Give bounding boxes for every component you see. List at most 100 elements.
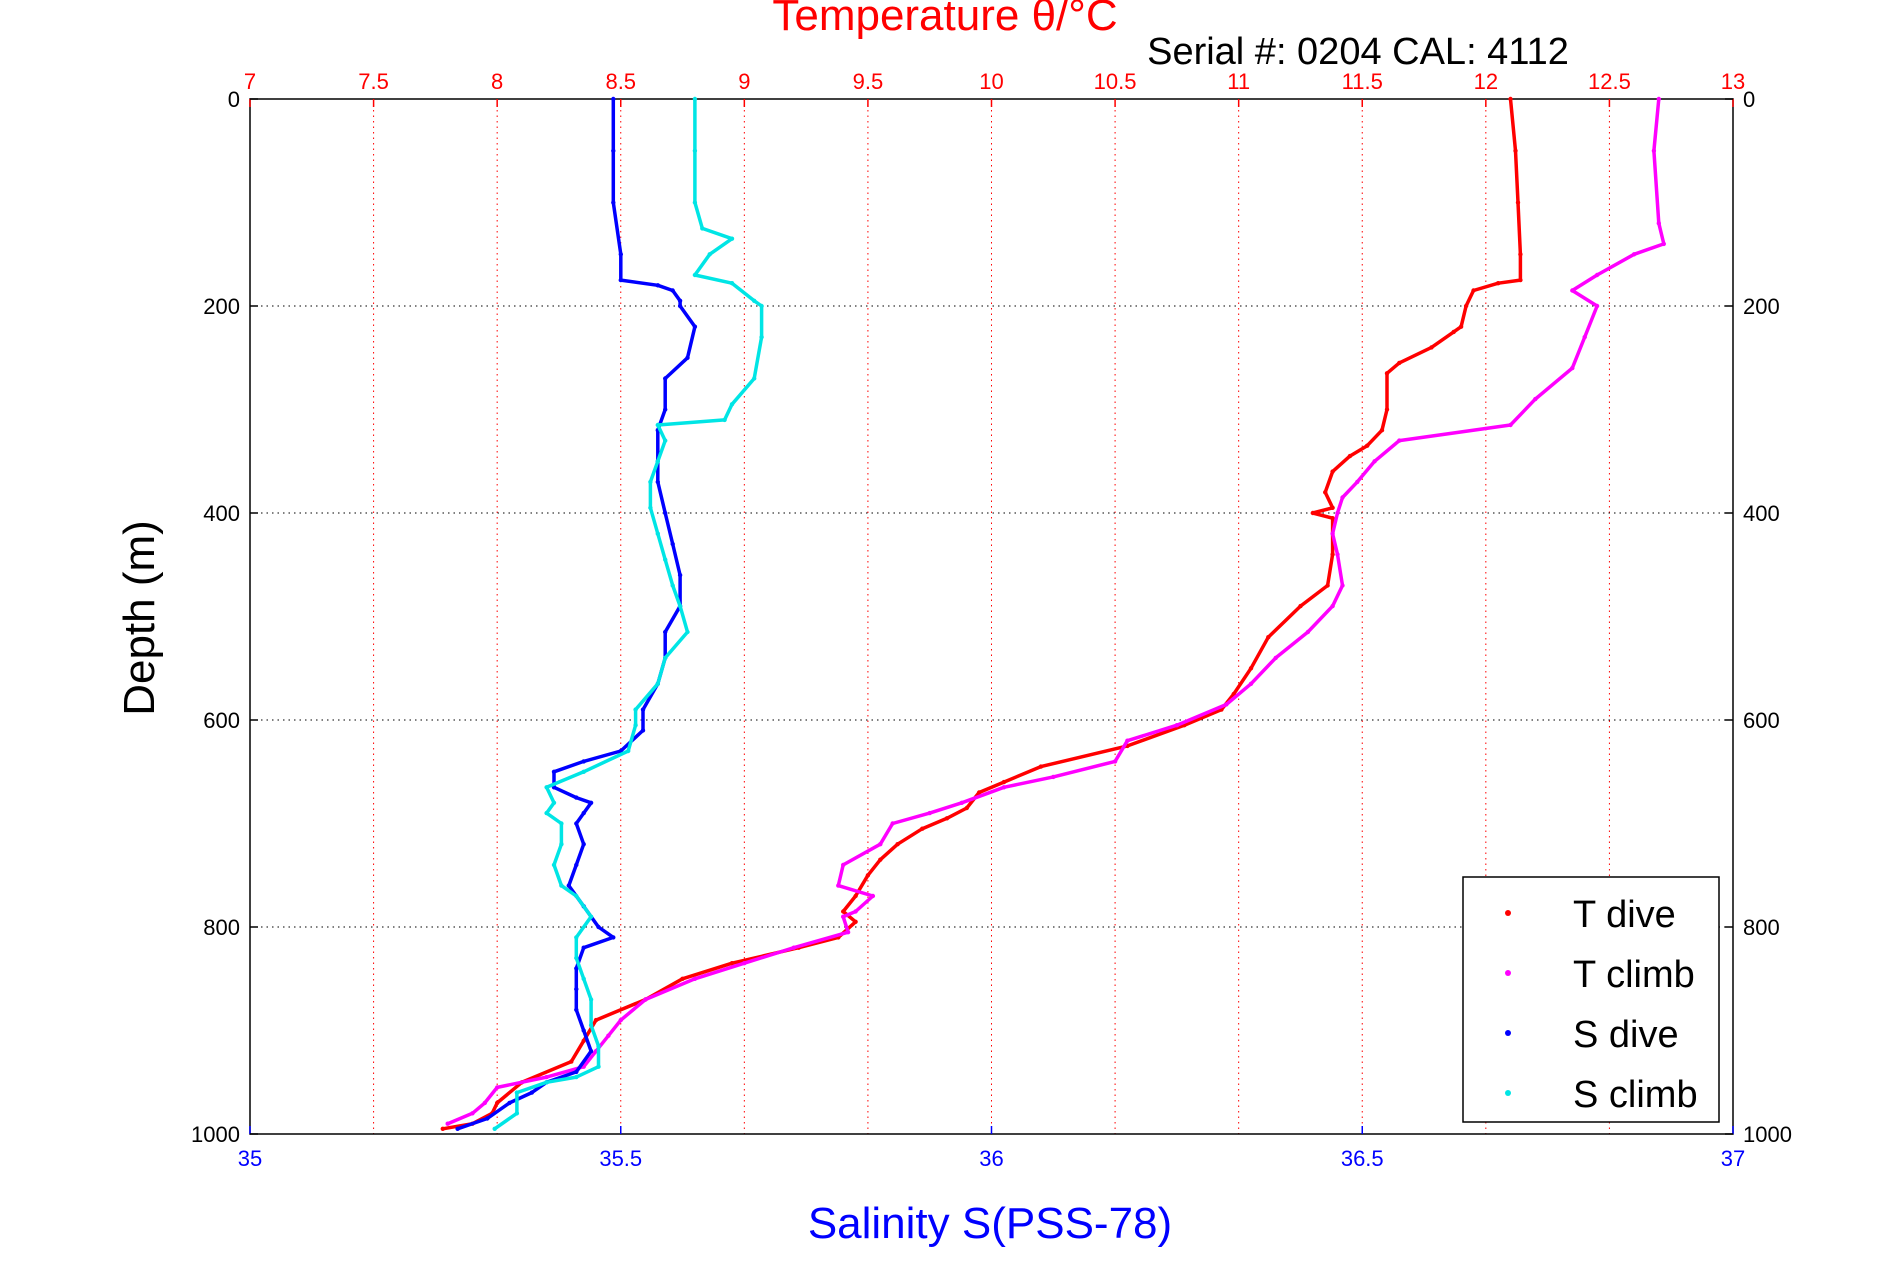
tick-label-depth-left: 1000 bbox=[191, 1122, 240, 1147]
legend-items: T dive T climb S dive S climb bbox=[1505, 894, 1698, 1116]
data-point-t-dive bbox=[1518, 277, 1523, 283]
data-point-t-climb bbox=[482, 1100, 487, 1106]
tick-label-temperature: 10.5 bbox=[1094, 69, 1137, 94]
tick-label-temperature: 8.5 bbox=[605, 69, 636, 94]
data-point-s-climb bbox=[729, 236, 735, 241]
data-point-s-dive bbox=[529, 1090, 534, 1095]
data-point-s-climb bbox=[729, 402, 735, 407]
data-point-s-dive bbox=[574, 986, 579, 992]
tick-label-depth-left: 600 bbox=[203, 708, 240, 733]
data-point-t-climb bbox=[1051, 774, 1056, 780]
legend-label-s-dive: S dive bbox=[1573, 1014, 1679, 1056]
data-point-t-climb bbox=[1305, 629, 1311, 635]
data-point-s-dive bbox=[663, 376, 668, 381]
legend-box bbox=[1462, 876, 1720, 1123]
data-point-t-climb bbox=[1330, 531, 1335, 536]
data-point-s-climb bbox=[759, 334, 764, 340]
data-point-t-dive bbox=[593, 1017, 599, 1023]
data-point-t-climb bbox=[1174, 723, 1180, 728]
data-point-t-dive bbox=[1298, 603, 1303, 609]
data-point-s-climb bbox=[574, 893, 579, 899]
data-point-s-climb bbox=[752, 376, 757, 381]
data-point-t-climb bbox=[1335, 552, 1340, 557]
data-point-s-dive bbox=[618, 252, 623, 257]
data-point-t-climb bbox=[1533, 396, 1538, 402]
data-series bbox=[440, 96, 1667, 1132]
tick-label-salinity: 35 bbox=[238, 1146, 262, 1171]
data-point-t-dive bbox=[865, 873, 871, 878]
data-point-s-dive bbox=[596, 924, 601, 930]
data-point-t-climb bbox=[1656, 221, 1662, 226]
tick-label-depth-right: 0 bbox=[1743, 87, 1755, 112]
data-point-s-climb bbox=[581, 769, 586, 774]
tick-label-salinity: 36 bbox=[979, 1146, 1003, 1171]
data-point-s-climb bbox=[544, 810, 549, 816]
legend-marker-t-climb bbox=[1505, 970, 1511, 976]
data-point-t-dive bbox=[1001, 779, 1007, 785]
data-point-t-dive bbox=[1513, 148, 1518, 153]
data-point-s-dive bbox=[611, 148, 616, 153]
data-point-t-dive bbox=[680, 976, 685, 981]
data-point-s-climb bbox=[692, 148, 698, 153]
tick-label-salinity: 37 bbox=[1721, 1146, 1745, 1171]
data-point-s-climb bbox=[559, 842, 564, 847]
data-point-s-climb bbox=[551, 800, 557, 805]
data-point-t-climb bbox=[1508, 422, 1513, 428]
data-point-s-dive bbox=[655, 479, 660, 485]
data-point-s-climb bbox=[655, 459, 660, 464]
data-point-s-dive bbox=[574, 795, 579, 800]
data-point-t-dive bbox=[1463, 303, 1469, 309]
data-point-s-climb bbox=[759, 303, 764, 309]
data-point-s-dive bbox=[655, 283, 660, 288]
data-point-t-climb bbox=[1125, 738, 1130, 743]
data-point-t-climb bbox=[1273, 655, 1278, 661]
x-axis-label: Salinity S(PSS-78) bbox=[808, 1199, 1172, 1248]
data-point-t-climb bbox=[1397, 438, 1402, 443]
data-point-t-climb bbox=[890, 821, 895, 826]
legend-label-t-climb: T climb bbox=[1573, 954, 1695, 996]
data-point-s-climb bbox=[574, 935, 579, 940]
data-point-t-dive bbox=[1248, 666, 1254, 671]
data-point-t-dive bbox=[976, 790, 982, 795]
data-point-t-climb bbox=[841, 862, 846, 868]
chart-subtitle: Serial #: 0204 CAL: 4112 bbox=[1147, 31, 1569, 73]
data-point-s-dive bbox=[611, 96, 616, 102]
tick-label-depth-right: 200 bbox=[1743, 294, 1780, 319]
legend: T dive T climb S dive S climb bbox=[1462, 876, 1720, 1123]
data-point-t-dive bbox=[581, 1038, 586, 1044]
data-point-s-dive bbox=[685, 355, 690, 360]
data-point-t-dive bbox=[1496, 281, 1501, 286]
data-point-t-dive bbox=[495, 1100, 500, 1106]
tick-label-temperature: 10 bbox=[979, 69, 1003, 94]
data-point-t-dive bbox=[1330, 505, 1335, 510]
data-point-t-dive bbox=[1471, 288, 1476, 293]
data-point-t-climb bbox=[470, 1111, 475, 1116]
data-point-s-climb bbox=[692, 96, 698, 102]
tick-label-salinity: 36.5 bbox=[1341, 1146, 1384, 1171]
data-point-t-climb bbox=[1330, 603, 1335, 609]
data-point-t-dive bbox=[1038, 764, 1044, 769]
data-point-s-climb bbox=[633, 723, 638, 728]
data-point-s-climb bbox=[692, 200, 698, 205]
data-point-s-dive bbox=[551, 769, 557, 774]
data-point-t-climb bbox=[791, 945, 796, 950]
chart-title: Temperature θ/°C bbox=[772, 0, 1117, 40]
series-t-climb bbox=[445, 96, 1667, 1126]
tick-label-temperature: 13 bbox=[1721, 69, 1745, 94]
legend-marker-s-dive bbox=[1505, 1030, 1511, 1036]
data-point-s-climb bbox=[648, 479, 653, 485]
data-point-t-dive bbox=[1325, 583, 1330, 588]
tick-label-depth-left: 800 bbox=[203, 915, 240, 940]
data-point-s-climb bbox=[574, 1074, 579, 1080]
data-point-s-dive bbox=[611, 200, 616, 205]
data-point-t-dive bbox=[895, 842, 900, 847]
data-point-s-dive bbox=[677, 298, 683, 303]
data-point-s-dive bbox=[574, 862, 579, 868]
data-point-s-climb bbox=[752, 298, 757, 303]
data-point-t-climb bbox=[742, 961, 747, 966]
data-point-t-dive bbox=[1310, 510, 1316, 516]
data-point-t-dive bbox=[569, 1059, 574, 1064]
data-point-t-climb bbox=[1224, 702, 1229, 707]
tick-label-temperature: 11 bbox=[1227, 69, 1250, 94]
